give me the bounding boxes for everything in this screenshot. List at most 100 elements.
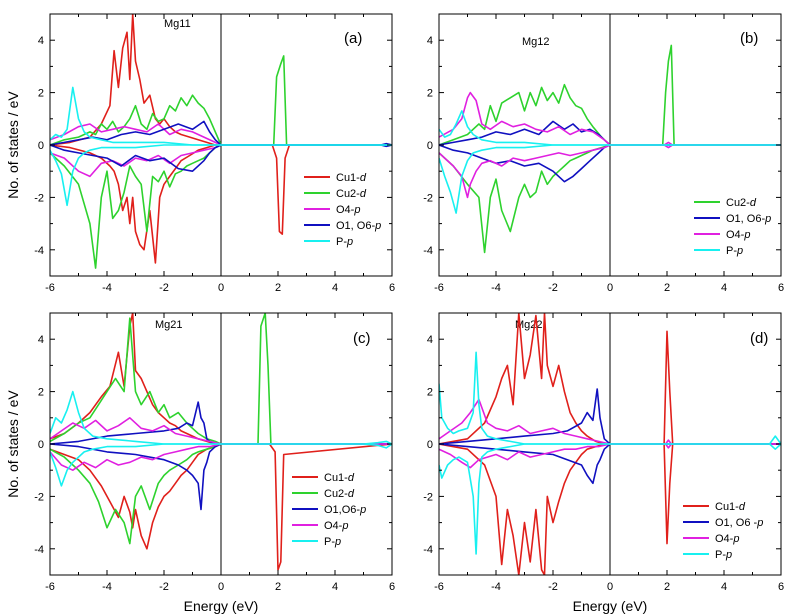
y-tick-label: 4 [427, 334, 433, 346]
plot-area [439, 313, 781, 575]
series-cu2-d-spin-up [50, 313, 392, 445]
legend-label: P-p [715, 549, 732, 561]
plot-area [50, 313, 392, 571]
plot-area [439, 44, 781, 254]
legend-label: O1, O6-p [726, 213, 771, 225]
panel-title: Mg12 [522, 36, 550, 48]
x-tick-label: -4 [102, 581, 112, 593]
series-o4-p-spin-down [50, 443, 392, 472]
legend-label: O1, O6 -p [715, 517, 763, 529]
x-tick-label: -6 [45, 282, 55, 294]
x-axis-title: Energy (eV) [184, 598, 259, 614]
panel-a: Mg11 (a) No. of states / eV -6 -4 -2 0 2 4 6 -4… [5, 13, 395, 294]
legend-label: O4-p [715, 533, 739, 545]
series-o4-p-spin-up [50, 123, 392, 146]
y-tick-label: -4 [423, 544, 433, 556]
panel-title: Mg11 [164, 18, 191, 30]
y-axis-title: No. of states / eV [5, 91, 21, 199]
legend: Cu1-d O1, O6 -p O4-p P-p [683, 501, 763, 561]
x-tick-label: 6 [389, 581, 395, 593]
x-axis-title: Energy (eV) [573, 598, 648, 614]
series-o1-o6-p-spin-down [439, 443, 781, 485]
x-tick-label: 0 [607, 282, 613, 294]
y-tick-label: 2 [38, 387, 44, 399]
x-tick-label: -2 [159, 581, 169, 593]
y-tick-label: -2 [423, 491, 433, 503]
y-tick-label: 0 [38, 439, 44, 451]
x-tick-label: -2 [548, 581, 558, 593]
y-tick-label: -4 [34, 544, 44, 556]
panel-label: (c) [353, 330, 371, 347]
y-tick-label: -2 [423, 192, 433, 204]
legend: Cu2-d O1, O6-p O4-p P-p [694, 197, 771, 257]
x-tick-label: 6 [778, 282, 784, 294]
legend-label: O4-p [726, 229, 750, 241]
x-tick-label: 2 [664, 581, 670, 593]
y-tick-label: 4 [427, 35, 433, 47]
legend-label: Cu1-d [324, 472, 355, 484]
legend-label: Cu1-d [715, 501, 746, 513]
x-tick-label: 2 [275, 581, 281, 593]
legend-label: P-p [336, 236, 353, 248]
series-p-p-spin-down [439, 443, 781, 555]
y-tick-label: -2 [34, 491, 44, 503]
x-tick-label: -2 [159, 282, 169, 294]
y-axis-title: No. of states / eV [5, 390, 21, 498]
plot-area [50, 14, 392, 269]
legend-label: Cu2-d [336, 188, 367, 200]
panel-label: (b) [740, 30, 758, 47]
x-tick-label: 2 [275, 282, 281, 294]
series-o4-p-spin-up [50, 416, 392, 445]
series-o1-o6-p-spin-down [439, 144, 781, 183]
x-tick-label: 0 [218, 581, 224, 593]
x-tick-label: -4 [102, 282, 112, 294]
legend-label: Cu2-d [324, 488, 355, 500]
x-tick-label: 2 [664, 282, 670, 294]
series-p-p-spin-down [50, 144, 392, 207]
series-cu1-d-spin-down [50, 144, 392, 264]
legend-label: O1,O6-p [324, 504, 366, 516]
y-tick-label: -4 [34, 245, 44, 257]
x-tick-label: 4 [721, 282, 727, 294]
x-tick-label: 0 [218, 282, 224, 294]
series-p-p-spin-down [50, 443, 392, 487]
x-tick-label: 4 [332, 581, 338, 593]
legend-label: O1, O6-p [336, 220, 381, 232]
panel-label: (a) [344, 30, 362, 47]
x-tick-label: -6 [434, 282, 444, 294]
x-tick-label: 6 [778, 581, 784, 593]
y-tick-label: 4 [38, 334, 44, 346]
panel-title: Mg21 [155, 319, 183, 331]
legend-label: Cu1-d [336, 172, 367, 184]
legend: Cu1-d Cu2-d O1,O6-p O4-p P-p [292, 472, 366, 548]
x-tick-label: -6 [45, 581, 55, 593]
x-tick-label: -6 [434, 581, 444, 593]
y-tick-label: 2 [427, 387, 433, 399]
x-tick-label: -4 [491, 282, 501, 294]
legend-label: P-p [726, 245, 743, 257]
legend-label: O4-p [324, 520, 348, 532]
x-tick-label: 4 [721, 581, 727, 593]
legend-label: Cu2-d [726, 197, 757, 209]
x-tick-label: -4 [491, 581, 501, 593]
series-o1-o6-p-spin-up [439, 388, 781, 445]
x-tick-label: -2 [548, 282, 558, 294]
legend-label: O4-p [336, 204, 360, 216]
y-tick-label: 2 [38, 88, 44, 100]
series-o1-o6-p-spin-down [50, 443, 392, 511]
y-tick-label: -4 [423, 245, 433, 257]
series-p-p-spin-up [50, 390, 392, 445]
y-tick-label: 4 [38, 35, 44, 47]
series-o4-p-spin-down [50, 144, 392, 178]
y-tick-label: 0 [427, 140, 433, 152]
panel-d: Mg22 (d) Energy (eV) -6 -4 -2 0 2 4 6-4-2024Cu… [423, 312, 784, 614]
series-p-p-spin-down [439, 144, 781, 214]
y-tick-label: 2 [427, 88, 433, 100]
x-tick-label: 0 [607, 581, 613, 593]
legend: Cu1-d Cu2-d O4-p O1, O6-p P-p [304, 172, 381, 248]
panel-c: Mg21 (c) No. of states / eV Energy (eV) … [5, 312, 395, 614]
panel-b: Mg12 (b) -6 -4 -2 0 2 4 6 -4 -2 0 2 4 Cu2-d O1, O6-p O… [423, 13, 784, 294]
legend-label: P-p [324, 536, 341, 548]
panel-label: (d) [750, 330, 768, 347]
